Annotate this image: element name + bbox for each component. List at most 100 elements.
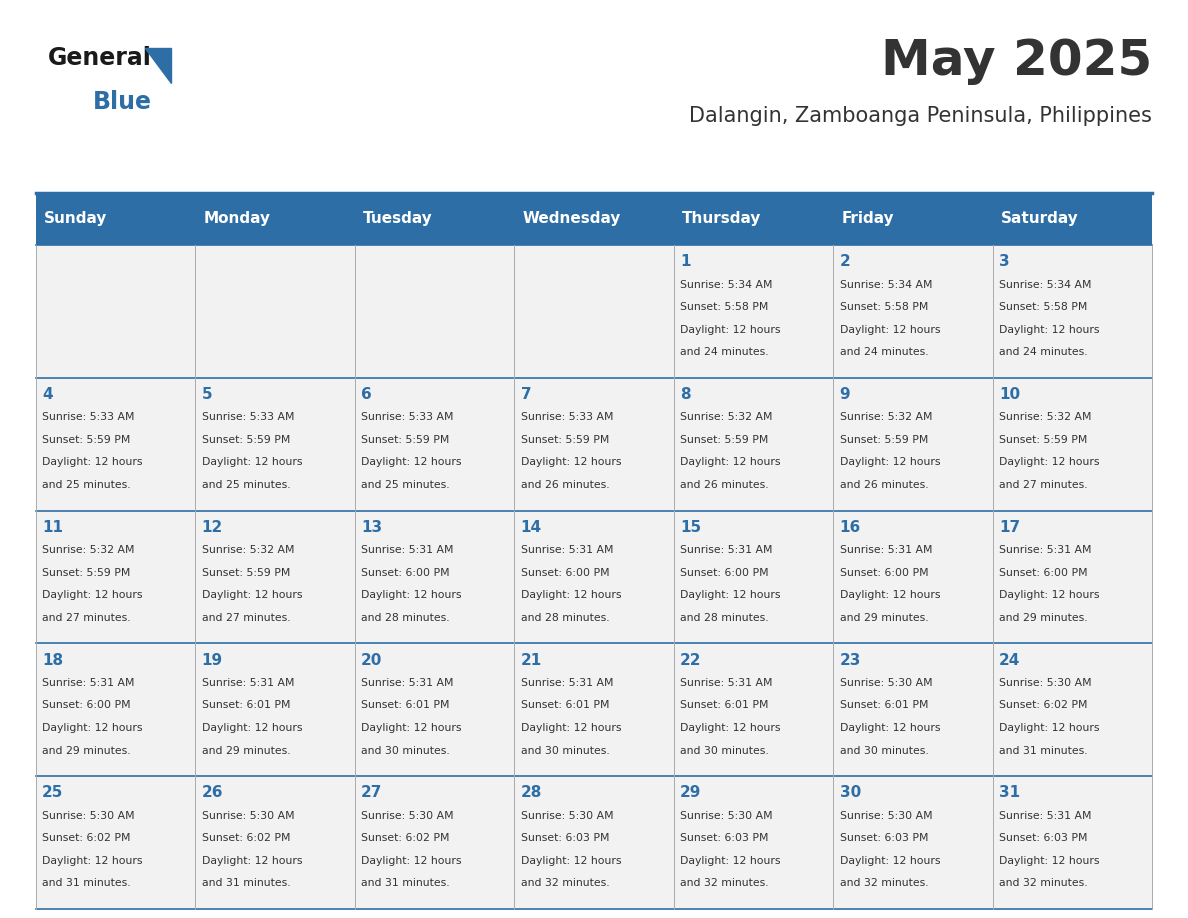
Text: Sunrise: 5:33 AM: Sunrise: 5:33 AM — [42, 412, 134, 422]
Text: 11: 11 — [42, 520, 63, 535]
Text: 17: 17 — [999, 520, 1020, 535]
Text: and 32 minutes.: and 32 minutes. — [520, 879, 609, 889]
Text: Sunrise: 5:34 AM: Sunrise: 5:34 AM — [840, 280, 933, 289]
Text: Sunset: 5:59 PM: Sunset: 5:59 PM — [202, 567, 290, 577]
Text: and 28 minutes.: and 28 minutes. — [681, 613, 769, 622]
Text: 30: 30 — [840, 786, 861, 800]
Text: Sunset: 6:03 PM: Sunset: 6:03 PM — [520, 834, 609, 843]
Text: Daylight: 12 hours: Daylight: 12 hours — [520, 457, 621, 467]
Text: May 2025: May 2025 — [881, 37, 1152, 84]
Text: Sunrise: 5:30 AM: Sunrise: 5:30 AM — [999, 677, 1092, 688]
Bar — [833, 510, 993, 644]
Text: 19: 19 — [202, 653, 222, 667]
Text: and 25 minutes.: and 25 minutes. — [202, 480, 290, 490]
Text: and 29 minutes.: and 29 minutes. — [840, 613, 928, 622]
Text: 13: 13 — [361, 520, 383, 535]
Text: and 28 minutes.: and 28 minutes. — [361, 613, 450, 622]
Text: 28: 28 — [520, 786, 542, 800]
Text: and 29 minutes.: and 29 minutes. — [999, 613, 1088, 622]
Text: Daylight: 12 hours: Daylight: 12 hours — [520, 723, 621, 733]
Text: and 32 minutes.: and 32 minutes. — [681, 879, 769, 889]
Text: 1: 1 — [681, 254, 690, 269]
Text: Daylight: 12 hours: Daylight: 12 hours — [681, 856, 781, 866]
Text: Daylight: 12 hours: Daylight: 12 hours — [999, 590, 1100, 600]
Text: and 26 minutes.: and 26 minutes. — [681, 480, 769, 490]
Bar — [36, 510, 195, 644]
Text: and 31 minutes.: and 31 minutes. — [42, 879, 131, 889]
Text: 4: 4 — [42, 387, 52, 402]
Bar — [993, 644, 1152, 776]
Text: Sunset: 5:59 PM: Sunset: 5:59 PM — [681, 435, 769, 445]
Text: Sunset: 6:00 PM: Sunset: 6:00 PM — [520, 567, 609, 577]
Text: Daylight: 12 hours: Daylight: 12 hours — [840, 325, 940, 335]
Bar — [355, 510, 514, 644]
Bar — [514, 378, 674, 510]
Text: and 31 minutes.: and 31 minutes. — [999, 745, 1088, 756]
Text: 14: 14 — [520, 520, 542, 535]
Text: Sunset: 6:01 PM: Sunset: 6:01 PM — [202, 700, 290, 711]
Text: Sunset: 5:59 PM: Sunset: 5:59 PM — [42, 567, 131, 577]
Text: Sunset: 6:03 PM: Sunset: 6:03 PM — [681, 834, 769, 843]
Text: and 32 minutes.: and 32 minutes. — [999, 879, 1088, 889]
Text: Daylight: 12 hours: Daylight: 12 hours — [202, 723, 302, 733]
Bar — [355, 776, 514, 909]
Text: Sunset: 5:59 PM: Sunset: 5:59 PM — [520, 435, 609, 445]
Text: Sunrise: 5:31 AM: Sunrise: 5:31 AM — [42, 677, 134, 688]
Text: and 24 minutes.: and 24 minutes. — [681, 347, 769, 357]
Text: Sunrise: 5:30 AM: Sunrise: 5:30 AM — [520, 811, 613, 821]
Text: Sunrise: 5:33 AM: Sunrise: 5:33 AM — [520, 412, 613, 422]
Text: 26: 26 — [202, 786, 223, 800]
Text: 2: 2 — [840, 254, 851, 269]
Text: Sunset: 5:58 PM: Sunset: 5:58 PM — [999, 302, 1087, 312]
Text: and 32 minutes.: and 32 minutes. — [840, 879, 928, 889]
Text: Daylight: 12 hours: Daylight: 12 hours — [202, 457, 302, 467]
Text: 21: 21 — [520, 653, 542, 667]
Text: 29: 29 — [681, 786, 702, 800]
Bar — [195, 644, 355, 776]
Text: Daylight: 12 hours: Daylight: 12 hours — [999, 457, 1100, 467]
Text: Sunrise: 5:30 AM: Sunrise: 5:30 AM — [361, 811, 454, 821]
Bar — [355, 644, 514, 776]
Text: 20: 20 — [361, 653, 383, 667]
Text: Sunrise: 5:30 AM: Sunrise: 5:30 AM — [42, 811, 134, 821]
Bar — [514, 776, 674, 909]
Text: Daylight: 12 hours: Daylight: 12 hours — [42, 723, 143, 733]
Bar — [674, 245, 833, 378]
Text: Sunset: 5:58 PM: Sunset: 5:58 PM — [840, 302, 928, 312]
Text: 8: 8 — [681, 387, 690, 402]
Text: Sunset: 6:01 PM: Sunset: 6:01 PM — [681, 700, 769, 711]
Text: Daylight: 12 hours: Daylight: 12 hours — [840, 457, 940, 467]
Text: Sunrise: 5:31 AM: Sunrise: 5:31 AM — [361, 677, 454, 688]
Text: Sunrise: 5:30 AM: Sunrise: 5:30 AM — [840, 677, 933, 688]
Text: Daylight: 12 hours: Daylight: 12 hours — [361, 457, 462, 467]
Text: Sunset: 6:00 PM: Sunset: 6:00 PM — [361, 567, 450, 577]
Text: Daylight: 12 hours: Daylight: 12 hours — [361, 723, 462, 733]
Text: Daylight: 12 hours: Daylight: 12 hours — [840, 723, 940, 733]
Text: Sunset: 6:02 PM: Sunset: 6:02 PM — [202, 834, 290, 843]
Text: Sunday: Sunday — [44, 211, 107, 227]
Text: and 27 minutes.: and 27 minutes. — [202, 613, 290, 622]
Text: Sunset: 6:02 PM: Sunset: 6:02 PM — [361, 834, 449, 843]
Text: 15: 15 — [681, 520, 701, 535]
Text: Daylight: 12 hours: Daylight: 12 hours — [999, 723, 1100, 733]
Text: Sunset: 6:02 PM: Sunset: 6:02 PM — [42, 834, 131, 843]
Text: and 25 minutes.: and 25 minutes. — [42, 480, 131, 490]
Text: Sunrise: 5:32 AM: Sunrise: 5:32 AM — [202, 545, 295, 555]
Text: Monday: Monday — [203, 211, 270, 227]
Text: Sunrise: 5:31 AM: Sunrise: 5:31 AM — [520, 545, 613, 555]
Bar — [514, 510, 674, 644]
Text: and 27 minutes.: and 27 minutes. — [999, 480, 1088, 490]
Text: Friday: Friday — [841, 211, 893, 227]
Bar — [36, 378, 195, 510]
Text: and 31 minutes.: and 31 minutes. — [361, 879, 450, 889]
Text: Daylight: 12 hours: Daylight: 12 hours — [999, 325, 1100, 335]
Text: General: General — [48, 46, 151, 70]
Text: Wednesday: Wednesday — [523, 211, 620, 227]
Text: Tuesday: Tuesday — [362, 211, 432, 227]
Text: Sunset: 6:01 PM: Sunset: 6:01 PM — [520, 700, 609, 711]
Text: Sunset: 6:03 PM: Sunset: 6:03 PM — [999, 834, 1088, 843]
Text: Saturday: Saturday — [1000, 211, 1079, 227]
Bar — [195, 378, 355, 510]
Text: and 26 minutes.: and 26 minutes. — [520, 480, 609, 490]
Text: Sunset: 5:58 PM: Sunset: 5:58 PM — [681, 302, 769, 312]
